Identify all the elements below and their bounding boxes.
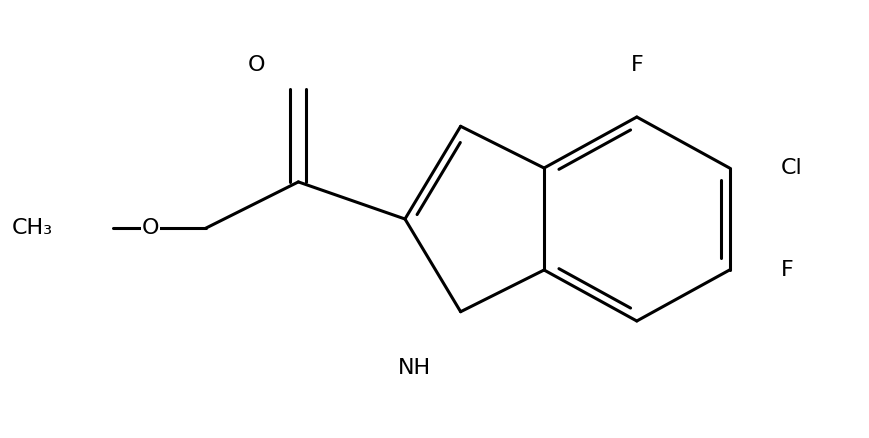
Text: NH: NH [397, 358, 430, 378]
Text: F: F [630, 55, 642, 75]
Text: O: O [248, 55, 265, 75]
Text: CH₃: CH₃ [11, 218, 52, 238]
Text: F: F [779, 260, 793, 280]
Text: Cl: Cl [779, 158, 801, 178]
Text: O: O [142, 218, 159, 238]
